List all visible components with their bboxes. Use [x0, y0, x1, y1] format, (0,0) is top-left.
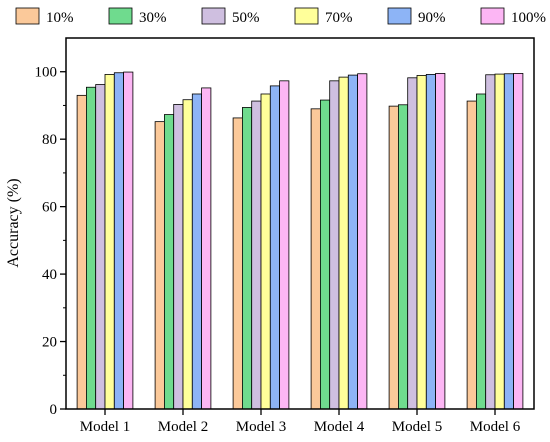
bar-4-3: [260, 93, 271, 410]
bar-1-4: [310, 108, 321, 410]
bar-4-1: [104, 74, 115, 410]
y-tick-label: 60: [42, 200, 57, 216]
bar-6-3: [279, 80, 290, 410]
bar-4-2: [182, 99, 193, 410]
y-tick-label: 100: [35, 65, 58, 81]
bars: [76, 71, 524, 410]
x-tick-label: Model 2: [158, 419, 208, 435]
bar-3-4: [329, 80, 340, 410]
legend-swatch-2: [108, 7, 133, 25]
bar-1-3: [232, 117, 243, 410]
bar-5-5: [425, 74, 436, 410]
legend-swatch-1: [15, 7, 40, 25]
bar-5-6: [503, 73, 514, 410]
x-tick-label: Model 3: [236, 419, 286, 435]
legend-swatch-4: [294, 7, 319, 25]
x-tick-label: Model 6: [470, 419, 521, 435]
legend: 10% 30% 50% 70% 90% 100%: [15, 7, 546, 26]
y-tick-label: 40: [42, 267, 57, 283]
y-axis-title: Accuracy (%): [5, 178, 22, 267]
legend-label-3: 50%: [232, 10, 260, 26]
bar-3-1: [95, 84, 106, 410]
y-axis: 0 20 40 60 80 100: [35, 65, 66, 418]
legend-swatch-6: [480, 7, 505, 25]
bar-4-6: [494, 73, 505, 410]
legend-label-6: 100%: [511, 10, 546, 26]
bar-2-5: [397, 104, 409, 410]
bar-3-2: [173, 104, 184, 410]
bar-2-3: [241, 107, 253, 410]
x-tick-label: Model 1: [80, 419, 130, 435]
bar-3-5: [407, 77, 418, 410]
x-tick-label: Model 5: [392, 419, 442, 435]
bar-2-1: [86, 86, 97, 410]
bar-5-2: [191, 93, 203, 410]
bar-6-4: [357, 73, 368, 410]
bar-1-1: [76, 94, 87, 410]
bar-6-6: [513, 73, 524, 410]
y-tick-label: 80: [42, 132, 57, 148]
bar-6-5: [435, 73, 446, 410]
legend-swatch-5: [387, 7, 412, 25]
bar-4-4: [338, 76, 349, 410]
bar-3-6: [485, 74, 496, 410]
legend-label-2: 30%: [139, 10, 167, 26]
bar-5-1: [113, 72, 125, 410]
y-tick-label: 0: [50, 402, 58, 418]
legend-label-1: 10%: [46, 10, 74, 26]
bar-3-3: [251, 100, 262, 410]
y-tick-label: 20: [42, 335, 57, 351]
x-tick-label: Model 4: [314, 419, 365, 435]
legend-swatch-3: [201, 7, 226, 25]
x-axis: Model 1 Model 2 Model 3 Model 4 Model 5 Model…: [80, 409, 521, 435]
bar-5-3: [269, 85, 280, 410]
bar-2-6: [475, 93, 487, 410]
bar-2-4: [319, 99, 331, 410]
bar-6-2: [201, 87, 212, 410]
bar-5-4: [347, 74, 358, 410]
bar-1-6: [466, 100, 477, 410]
legend-label-4: 70%: [325, 10, 353, 26]
bar-4-5: [416, 75, 427, 410]
bar-1-5: [388, 105, 399, 410]
bar-2-2: [163, 114, 175, 410]
legend-label-5: 90%: [418, 10, 446, 26]
bar-6-1: [123, 71, 134, 410]
plot-frame: [65, 37, 535, 410]
bar-1-2: [154, 121, 165, 410]
